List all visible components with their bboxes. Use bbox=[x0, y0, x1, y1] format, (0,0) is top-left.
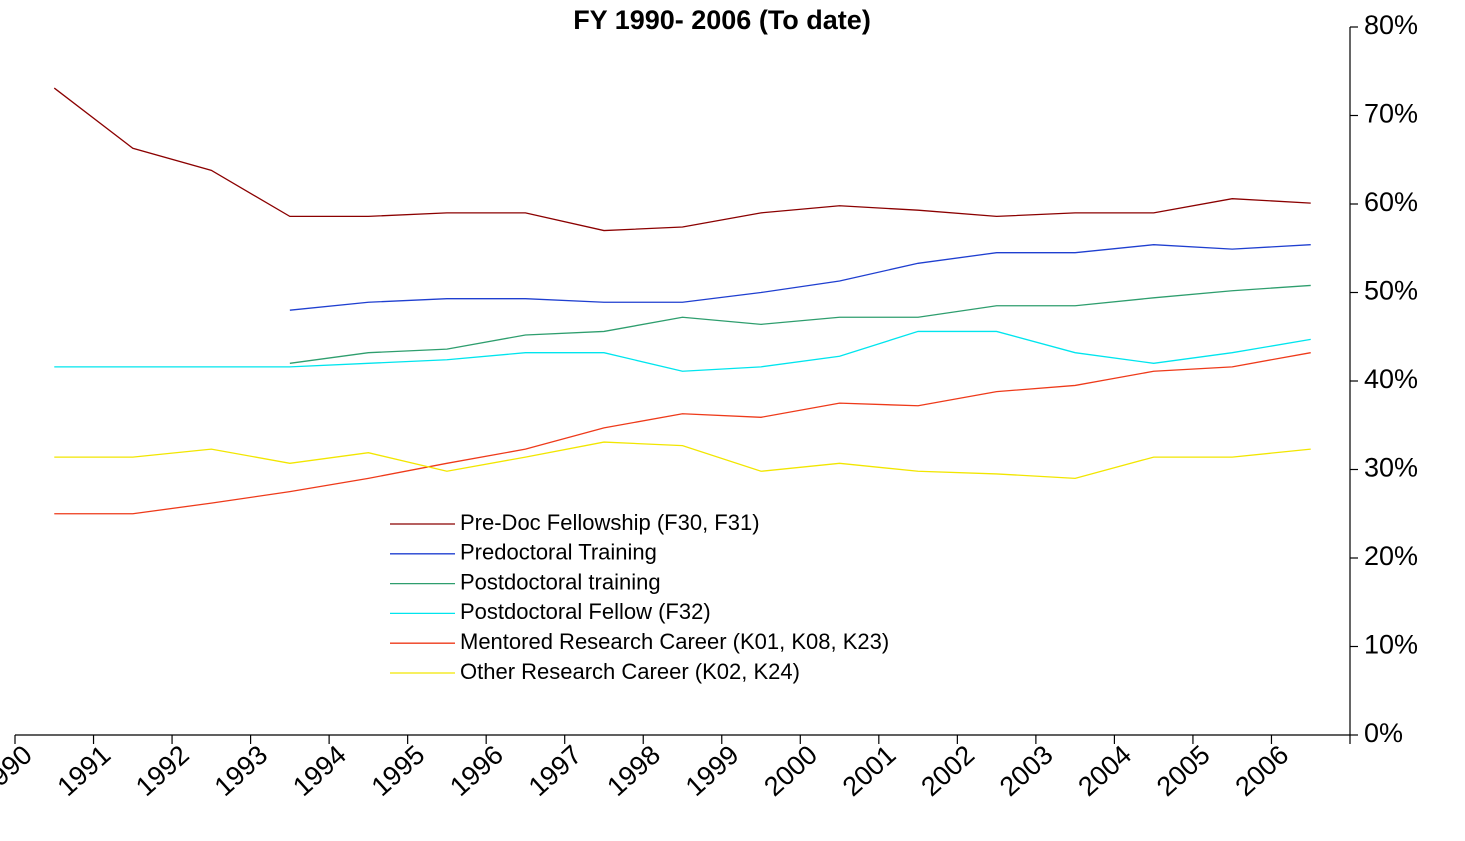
x-tick-label: 1994 bbox=[287, 739, 352, 801]
y-tick-label: 0% bbox=[1364, 718, 1403, 748]
series-line bbox=[289, 284, 1311, 364]
x-tick-label: 1997 bbox=[523, 739, 588, 801]
legend-label: Postdoctoral Fellow (F32) bbox=[460, 599, 711, 624]
series-line bbox=[54, 441, 1311, 480]
legend-label: Predoctoral Training bbox=[460, 540, 657, 565]
legend-label: Postdoctoral training bbox=[460, 569, 661, 594]
x-tick-label: 1999 bbox=[680, 739, 745, 801]
x-tick-label: 2006 bbox=[1230, 739, 1295, 801]
x-tick-label: 1991 bbox=[52, 739, 117, 801]
x-tick-label: 1998 bbox=[601, 739, 666, 801]
y-tick-label: 80% bbox=[1364, 10, 1418, 40]
y-tick-label: 40% bbox=[1364, 364, 1418, 394]
series-line bbox=[289, 244, 1311, 311]
y-tick-label: 70% bbox=[1364, 99, 1418, 129]
chart-title: FY 1990- 2006 (To date) bbox=[573, 5, 871, 35]
x-tick-label: 2001 bbox=[837, 739, 902, 801]
series-line bbox=[53, 87, 1311, 232]
x-tick-label: 1995 bbox=[366, 739, 431, 801]
y-tick-label: 20% bbox=[1364, 541, 1418, 571]
x-tick-label: 2005 bbox=[1151, 739, 1216, 801]
y-tick-label: 50% bbox=[1364, 276, 1418, 306]
series-line bbox=[54, 330, 1311, 372]
x-tick-label: 2004 bbox=[1072, 739, 1137, 801]
y-tick-label: 10% bbox=[1364, 630, 1418, 660]
x-tick-label: 1990 bbox=[0, 739, 38, 801]
legend-label: Mentored Research Career (K01, K08, K23) bbox=[460, 629, 889, 654]
x-tick-label: 1996 bbox=[444, 739, 509, 801]
legend-label: Other Research Career (K02, K24) bbox=[460, 659, 800, 684]
series-line bbox=[54, 352, 1311, 515]
x-tick-label: 2003 bbox=[994, 739, 1059, 801]
x-tick-label: 2002 bbox=[915, 739, 980, 801]
x-tick-label: 2000 bbox=[758, 739, 823, 801]
legend-label: Pre-Doc Fellowship (F30, F31) bbox=[460, 510, 760, 535]
y-tick-label: 60% bbox=[1364, 187, 1418, 217]
x-tick-label: 1993 bbox=[209, 739, 274, 801]
y-tick-label: 30% bbox=[1364, 453, 1418, 483]
x-tick-label: 1992 bbox=[130, 739, 195, 801]
